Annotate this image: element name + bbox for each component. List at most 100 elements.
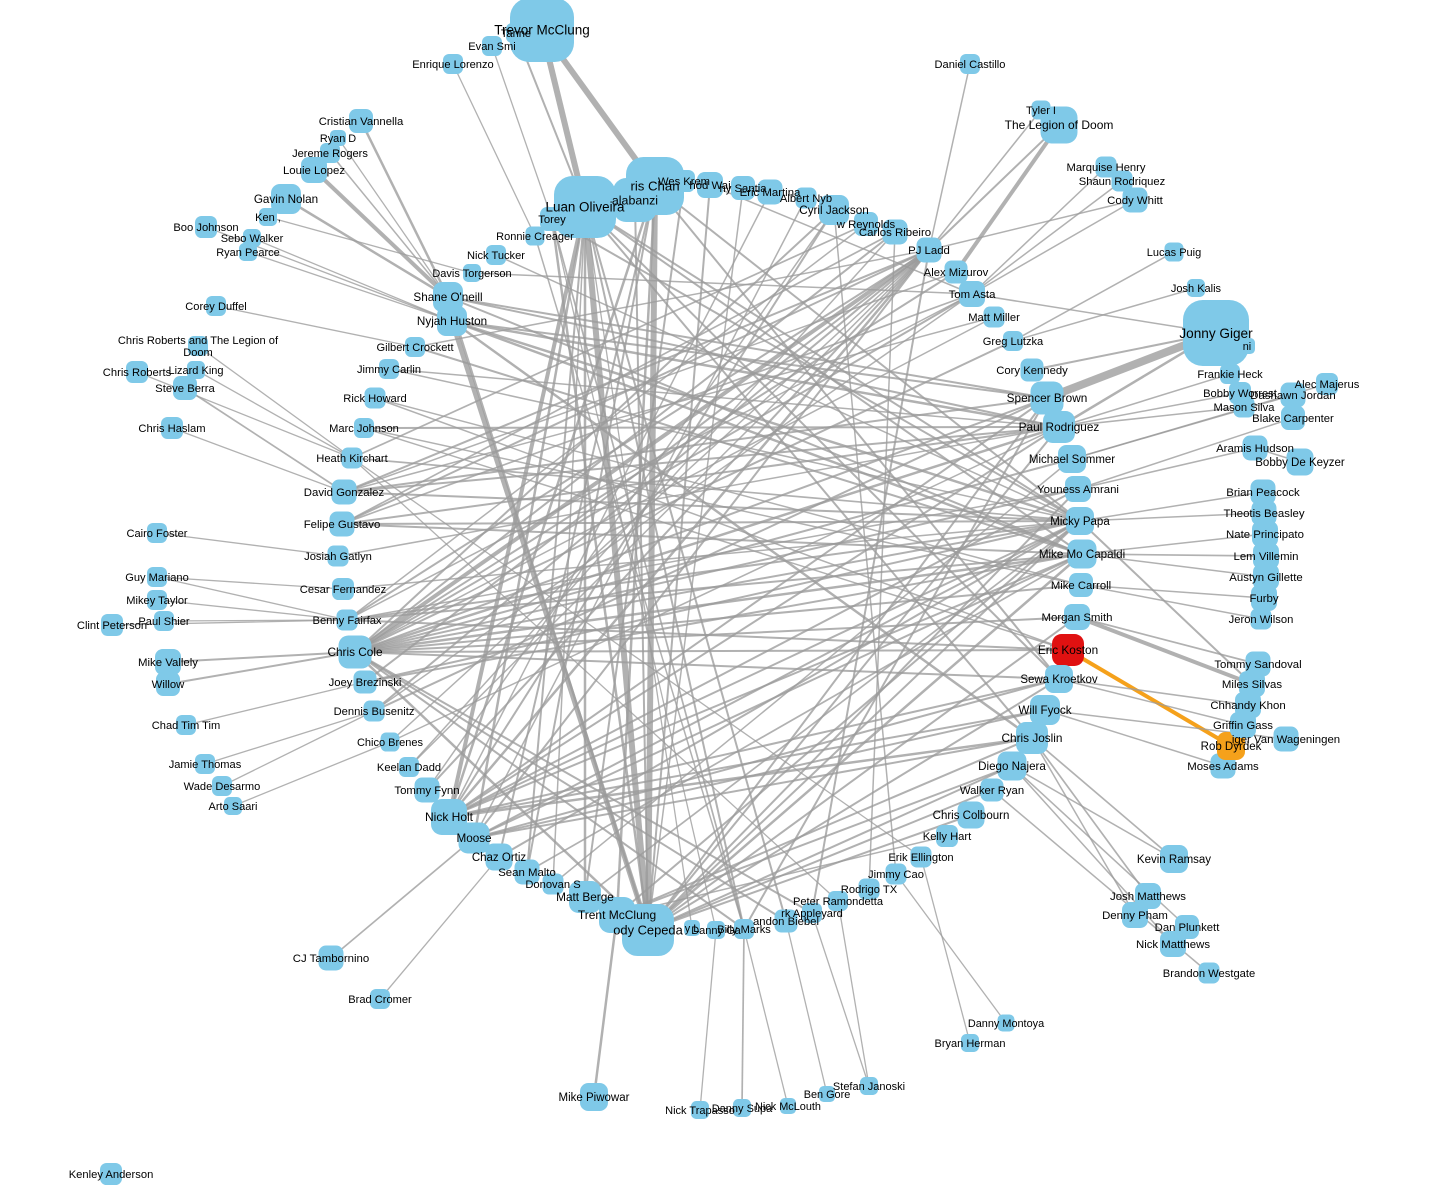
node-janoski[interactable] [860, 1077, 878, 1095]
node-vallely[interactable] [155, 649, 181, 675]
node-chhandy[interactable] [1235, 692, 1261, 718]
node-joslin[interactable] [1016, 722, 1048, 754]
node-koston[interactable] [1052, 634, 1084, 666]
node-bobbyw[interactable] [1229, 382, 1251, 404]
node-clint[interactable] [101, 614, 123, 636]
node-guym[interactable] [147, 567, 167, 587]
node-torey[interactable] [540, 207, 564, 231]
node-tsandoval[interactable] [1245, 651, 1271, 677]
node-kenley[interactable] [100, 1163, 122, 1185]
node-bengore[interactable] [819, 1086, 835, 1102]
node-davidg[interactable] [331, 479, 357, 505]
node-supa[interactable] [733, 1099, 751, 1117]
node-santia[interactable] [731, 176, 755, 200]
node-ken[interactable] [259, 208, 277, 226]
node-jamie[interactable] [195, 754, 215, 774]
node-albertn[interactable] [795, 187, 817, 209]
node-kramsay[interactable] [1160, 845, 1188, 873]
node-cristian[interactable] [349, 109, 373, 133]
node-chann[interactable] [626, 157, 684, 215]
node-dmontoya[interactable] [997, 1014, 1015, 1032]
node-reynolds[interactable] [854, 212, 878, 236]
node-jeron[interactable] [1250, 608, 1272, 630]
node-rickh[interactable] [364, 387, 386, 409]
node-lem[interactable] [1253, 543, 1279, 569]
node-ryand[interactable] [330, 130, 346, 146]
node-vanwag[interactable] [1273, 726, 1299, 752]
node-jcao[interactable] [885, 863, 907, 885]
node-shane[interactable] [433, 282, 463, 312]
node-khart[interactable] [936, 825, 958, 847]
node-carlosr[interactable] [882, 219, 908, 245]
node-msommer[interactable] [1058, 445, 1086, 473]
node-alecm[interactable] [1316, 373, 1338, 395]
node-cairo[interactable] [147, 523, 167, 543]
node-yl[interactable] [684, 920, 700, 936]
node-arto[interactable] [224, 797, 242, 815]
node-heath[interactable] [341, 447, 363, 469]
node-glutzka[interactable] [1003, 331, 1023, 351]
node-chadtim[interactable] [176, 715, 196, 735]
node-lizard[interactable] [187, 361, 205, 379]
node-wryan[interactable] [980, 778, 1004, 802]
node-wes[interactable] [673, 170, 695, 192]
node-paulshier[interactable] [154, 611, 174, 631]
node-busenitz[interactable] [363, 700, 385, 722]
node-tyleri[interactable] [1031, 100, 1051, 120]
node-dgarcia[interactable] [707, 921, 725, 939]
node-jereme[interactable] [320, 143, 340, 163]
node-keelan[interactable] [399, 757, 419, 777]
node-dyrdek[interactable] [1217, 732, 1245, 760]
node-natep[interactable] [1252, 521, 1278, 547]
node-kalis[interactable] [1187, 279, 1205, 297]
node-bwestgate[interactable] [1198, 962, 1220, 984]
node-berger[interactable] [569, 881, 601, 913]
node-felipe[interactable] [329, 511, 355, 537]
node-cole[interactable] [338, 635, 372, 669]
node-brezinski[interactable] [353, 670, 377, 694]
node-aramis[interactable] [1242, 435, 1268, 461]
node-davist[interactable] [463, 264, 481, 282]
node-mikemo[interactable] [1067, 539, 1097, 569]
node-fyock[interactable] [1030, 695, 1060, 725]
node-cyril[interactable] [819, 195, 849, 225]
node-ryanp[interactable] [239, 243, 257, 261]
node-marcj[interactable] [354, 418, 374, 438]
node-trevor[interactable] [510, 0, 574, 62]
node-tomasta[interactable] [959, 281, 985, 307]
node-ishod[interactable] [697, 172, 723, 198]
node-codyw[interactable] [1122, 187, 1148, 213]
node-bmarks[interactable] [734, 919, 754, 939]
node-mikeyt[interactable] [147, 590, 167, 610]
node-rcreager[interactable] [525, 226, 545, 246]
node-najera[interactable] [997, 751, 1027, 781]
node-frankie[interactable] [1220, 364, 1240, 384]
node-bobbydk[interactable] [1286, 448, 1314, 476]
node-pjladd[interactable] [916, 237, 942, 263]
node-austyn[interactable] [1253, 564, 1279, 590]
node-biebel[interactable] [774, 909, 798, 933]
node-malto[interactable] [514, 859, 540, 885]
node-trentmc[interactable] [599, 897, 635, 933]
node-nmatthews[interactable] [1160, 931, 1186, 957]
node-giger[interactable] [1183, 300, 1249, 366]
node-theotis[interactable] [1251, 500, 1277, 526]
node-tfynn[interactable] [414, 777, 440, 803]
node-nyjah[interactable] [437, 306, 467, 336]
node-blakec[interactable] [1281, 406, 1305, 430]
node-sewa[interactable] [1045, 665, 1073, 693]
node-crlegion[interactable] [188, 336, 208, 356]
node-prod[interactable] [1043, 411, 1075, 443]
node-moose[interactable] [458, 822, 490, 854]
node-rodrigotx[interactable] [858, 878, 880, 900]
node-fairfax[interactable] [336, 609, 358, 631]
node-lucasp[interactable] [1164, 242, 1184, 262]
node-colbourn[interactable] [957, 801, 985, 829]
node-ellington[interactable] [910, 846, 932, 868]
node-gilbertc[interactable] [405, 337, 425, 357]
node-cesarf[interactable] [332, 578, 354, 600]
node-nickholt[interactable] [431, 799, 467, 835]
node-donovan[interactable] [542, 873, 564, 895]
node-mizurov[interactable] [944, 260, 968, 284]
node-josiah[interactable] [327, 545, 349, 567]
